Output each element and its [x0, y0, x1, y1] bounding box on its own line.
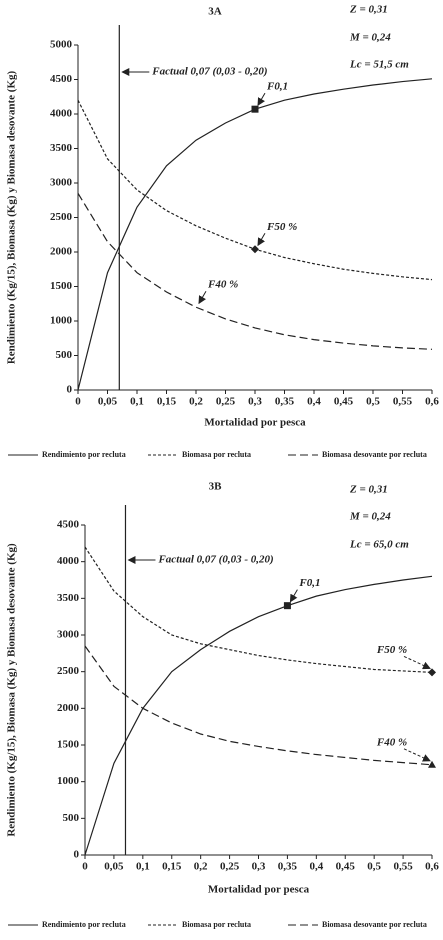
y-tick-label: 4000 — [50, 108, 73, 120]
marker-label: F50 % — [376, 644, 407, 656]
series-line — [77, 78, 433, 391]
annotation-arrow — [403, 748, 431, 762]
y-tick-label: 3500 — [57, 592, 80, 604]
y-tick-label: 2000 — [57, 702, 80, 714]
y-tick-label: 3000 — [50, 177, 73, 189]
y-tick-label: 1000 — [57, 775, 80, 787]
x-tick-label: 0,15 — [157, 396, 177, 408]
x-tick-label: 0,35 — [278, 861, 298, 873]
legend-label: Biomasa desovante por recluta — [322, 450, 427, 459]
y-tick-label: 1500 — [50, 280, 73, 292]
x-tick-label: 0,55 — [393, 396, 413, 408]
y-tick-label: 4000 — [57, 555, 80, 567]
x-tick-label: 0,6 — [425, 396, 439, 408]
marker-label: F0,1 — [266, 81, 288, 93]
series-line — [84, 575, 433, 856]
y-tick-label: 2000 — [50, 246, 73, 258]
x-tick-label: 0,05 — [98, 396, 118, 408]
y-tick-label: 0 — [74, 849, 80, 861]
parameter: Z = 0,31 — [349, 4, 388, 16]
y-tick-label: 3500 — [50, 142, 73, 154]
legend-label: Biomasa por recluta — [182, 450, 251, 459]
y-tick-label: 3000 — [57, 629, 80, 641]
legend-label: Rendimiento por recluta — [42, 450, 126, 459]
marker — [428, 760, 436, 768]
marker — [283, 602, 291, 610]
parameter: M = 0,24 — [349, 32, 391, 44]
marker-label: F0,1 — [298, 577, 320, 589]
x-tick-label: 0,4 — [307, 396, 321, 408]
x-tick-label: 0,25 — [216, 396, 236, 408]
x-tick-label: 0 — [82, 861, 88, 873]
y-tick-label: 500 — [63, 812, 80, 824]
x-tick-label: 0,05 — [104, 861, 124, 873]
x-tick-label: 0 — [75, 396, 81, 408]
annotation: Factual 0,07 (0,03 - 0,20) — [151, 66, 267, 78]
y-axis-label: Rendimiento (Kg/15), Biomasa (Kg) y Biom… — [6, 71, 18, 365]
marker — [428, 668, 436, 677]
y-tick-label: 0 — [67, 384, 73, 396]
series-line — [77, 193, 433, 350]
annotation-arrow — [289, 589, 298, 603]
annotation: Factual 0,07 (0,03 - 0,20) — [157, 554, 273, 566]
x-tick-label: 0,55 — [393, 861, 413, 873]
x-tick-label: 0,15 — [162, 861, 182, 873]
y-tick-label: 4500 — [50, 73, 73, 85]
legend-label: Biomasa desovante por recluta — [322, 920, 427, 929]
y-axis-label: Rendimiento (Kg/15), Biomasa (Kg) y Biom… — [6, 543, 18, 837]
x-tick-label: 0,25 — [220, 861, 240, 873]
parameter: M = 0,24 — [349, 511, 391, 523]
y-tick-label: 500 — [56, 349, 73, 361]
y-tick-label: 2500 — [57, 665, 80, 677]
x-axis-label: Mortalidad por pesca — [204, 417, 306, 429]
x-tick-label: 0,5 — [367, 861, 381, 873]
annotation-arrow — [257, 92, 266, 107]
x-tick-label: 0,3 — [252, 861, 266, 873]
parameter: Lc = 51,5 cm — [349, 59, 409, 71]
marker — [251, 245, 259, 254]
marker-label: F40 % — [376, 736, 407, 748]
x-tick-label: 0,4 — [309, 861, 323, 873]
x-tick-label: 0,2 — [189, 396, 203, 408]
y-tick-label: 4500 — [57, 519, 80, 531]
x-tick-label: 0,45 — [334, 396, 354, 408]
marker — [251, 105, 259, 113]
x-tick-label: 0,5 — [366, 396, 380, 408]
legend-label: Biomasa por recluta — [182, 920, 251, 929]
y-tick-label: 1500 — [57, 739, 80, 751]
x-tick-label: 0,45 — [336, 861, 356, 873]
legend-label: Rendimiento por recluta — [42, 920, 126, 929]
parameter: Lc = 65,0 cm — [349, 539, 409, 551]
marker-label: F50 % — [266, 221, 297, 233]
series-line — [84, 645, 433, 766]
x-axis-label: Mortalidad por pesca — [208, 884, 310, 896]
x-tick-label: 0,3 — [248, 396, 262, 408]
x-tick-label: 0,35 — [275, 396, 295, 408]
y-tick-label: 2500 — [50, 211, 73, 223]
annotation-arrow — [403, 655, 431, 670]
x-tick-label: 0,1 — [130, 396, 144, 408]
marker-label: F40 % — [207, 279, 238, 291]
chart-title: 3A — [208, 6, 222, 18]
y-tick-label: 5000 — [50, 39, 73, 51]
chart-title: 3B — [209, 481, 223, 493]
x-tick-label: 0,1 — [136, 861, 150, 873]
annotation-arrow — [257, 232, 266, 247]
series-line — [84, 546, 433, 673]
x-tick-label: 0,2 — [194, 861, 208, 873]
y-tick-label: 1000 — [50, 315, 73, 327]
x-tick-label: 0,6 — [425, 861, 439, 873]
annotation-arrow — [198, 290, 207, 305]
parameter: Z = 0,31 — [349, 484, 388, 496]
